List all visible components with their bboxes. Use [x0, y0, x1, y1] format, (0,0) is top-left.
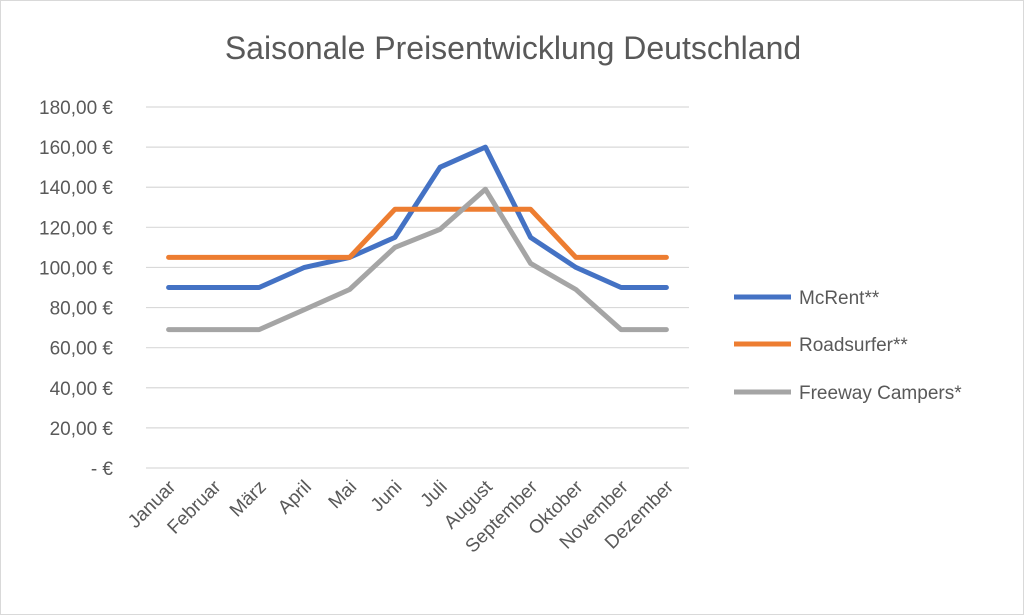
data-point — [439, 228, 441, 230]
data-point — [530, 208, 532, 210]
data-point — [665, 287, 667, 288]
y-tick-label: 80,00 € — [50, 299, 114, 320]
data-point — [665, 256, 667, 258]
data-point — [168, 287, 170, 288]
legend: McRent** Roadsurfer** Freeway Campers* — [734, 288, 962, 404]
data-point — [303, 309, 305, 311]
y-tick-label: 180,00 € — [39, 98, 113, 119]
legend-label: Freeway Campers* — [799, 383, 962, 404]
x-tick-label: Juli — [417, 477, 452, 512]
gridlines — [146, 106, 689, 469]
y-tick-label: 160,00 € — [39, 138, 113, 159]
data-point — [258, 256, 260, 258]
data-point — [394, 236, 396, 238]
y-axis-tick-labels: - € 20,00 € 40,00 € 60,00 € 80,00 € 100,00 € 1… — [39, 98, 113, 480]
data-point — [394, 208, 396, 210]
data-point — [575, 289, 577, 291]
data-point — [258, 287, 260, 288]
data-point — [484, 208, 486, 210]
data-point — [168, 329, 170, 331]
y-tick-label: 140,00 € — [39, 178, 113, 199]
data-point — [620, 329, 622, 331]
x-tick-label: Mai — [325, 477, 362, 514]
series-line-1 — [166, 206, 669, 260]
y-tick-label: 40,00 € — [50, 379, 114, 400]
data-point — [349, 289, 351, 291]
x-tick-label: Juni — [367, 477, 406, 516]
data-point — [258, 329, 260, 331]
legend-label: McRent** — [799, 288, 880, 309]
data-point — [349, 256, 351, 258]
data-point — [620, 287, 622, 288]
x-tick-label: März — [226, 477, 271, 522]
data-point — [575, 256, 577, 258]
data-point — [665, 329, 667, 331]
data-point — [439, 166, 441, 168]
y-tick-label: 100,00 € — [39, 258, 113, 279]
series-line-0 — [166, 144, 669, 290]
data-point — [213, 256, 215, 258]
data-point — [484, 146, 486, 148]
data-point — [394, 246, 396, 248]
data-point — [530, 262, 532, 264]
data-point — [303, 266, 305, 268]
x-tick-label: April — [274, 477, 316, 519]
data-point — [620, 256, 622, 258]
data-point — [530, 236, 532, 238]
y-tick-label: 60,00 € — [50, 339, 114, 360]
data-point — [213, 329, 215, 331]
y-tick-label: 20,00 € — [50, 419, 114, 440]
data-point — [213, 287, 215, 288]
legend-label: Roadsurfer** — [799, 335, 908, 356]
y-tick-label: - € — [91, 459, 114, 480]
series-line-2 — [166, 186, 669, 333]
data-point — [484, 188, 486, 190]
data-point — [168, 256, 170, 258]
chart-title: Saisonale Preisentwicklung Deutschland — [225, 30, 801, 66]
data-point — [575, 266, 577, 268]
y-tick-label: 120,00 € — [39, 218, 113, 239]
series-lines — [166, 144, 669, 333]
data-point — [439, 208, 441, 210]
data-point — [303, 256, 305, 258]
